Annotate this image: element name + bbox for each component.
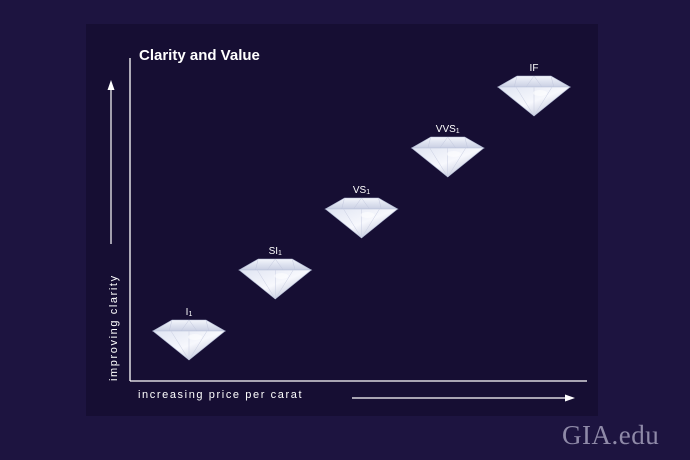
gem-grade-label: SI1 xyxy=(269,246,282,257)
y-arrow-head xyxy=(107,80,115,90)
gem-marker xyxy=(410,136,485,178)
gia-watermark-logo: GIA.edu xyxy=(562,420,660,450)
gem-marker xyxy=(496,75,572,117)
gem-marker xyxy=(324,197,399,239)
x-arrow-head xyxy=(565,394,575,402)
gem-grade-label: VVS1 xyxy=(436,124,460,135)
y-axis-label: improving clarity xyxy=(108,274,120,381)
gem-grade-label: IF xyxy=(530,63,539,74)
chart-title: Clarity and Value xyxy=(139,47,260,64)
gem-marker xyxy=(151,319,227,361)
gem-grade-label: I1 xyxy=(186,307,193,318)
gem-marker xyxy=(238,258,313,300)
gem-grade-label: VS1 xyxy=(353,185,370,196)
gem-markers: I1 SI1 VS1 VVS1 IF xyxy=(151,63,572,361)
x-axis-label: increasing price per carat xyxy=(138,389,304,401)
